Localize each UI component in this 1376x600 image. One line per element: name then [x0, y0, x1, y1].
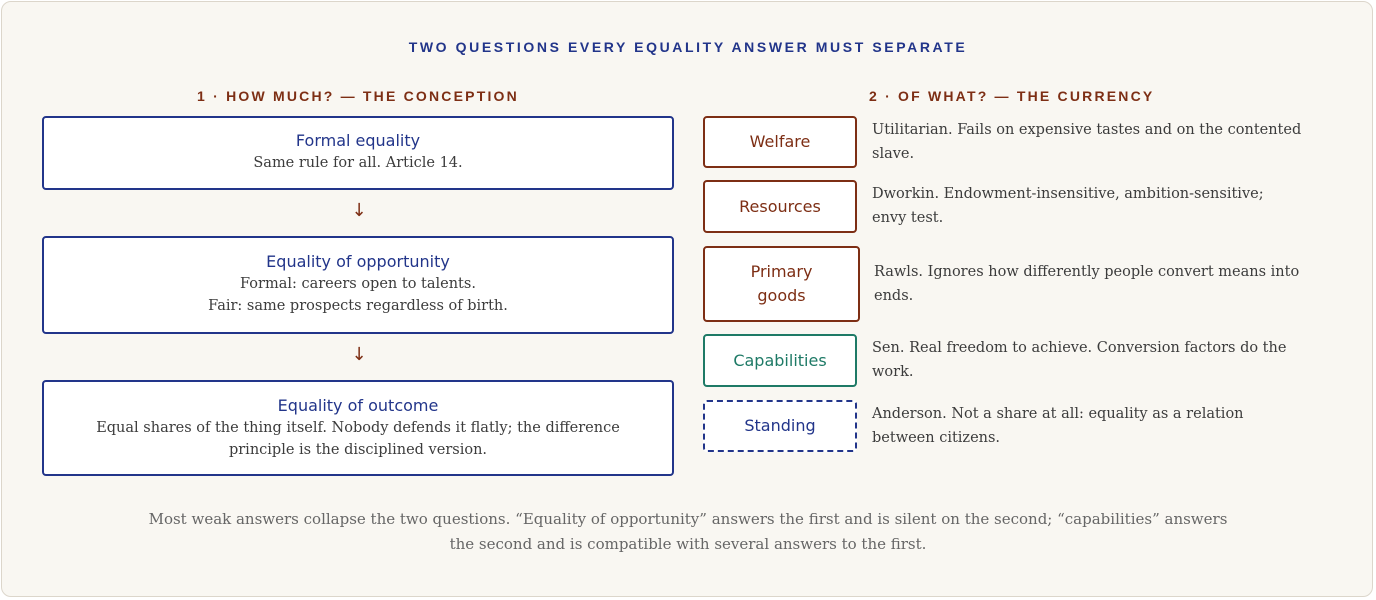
conception-heading: 1 · HOW MUCH? — THE CONCEPTION — [197, 88, 519, 104]
capabilities-description: Sen. Real freedom to achieve. Conversion… — [872, 336, 1352, 384]
formal-equality-box: Formal equality Same rule for all. Artic… — [42, 116, 674, 190]
footer-note-line-2: the second and is compatible with severa… — [449, 535, 927, 553]
primary-goods-label-line-1: Primary — [750, 262, 813, 281]
equality-of-opportunity-title: Equality of opportunity — [266, 252, 450, 271]
capabilities-description-line-1: Sen. Real freedom to achieve. Conversion… — [872, 340, 1287, 356]
capabilities-label: Capabilities — [703, 334, 857, 387]
welfare-description-line-1: Utilitarian. Fails on expensive tastes a… — [872, 122, 1302, 138]
primary-goods-description-line-2: ends. — [874, 288, 914, 304]
resources-label-text: Resources — [739, 196, 821, 216]
resources-label: Resources — [703, 180, 857, 233]
resources-description: Dworkin. Endowment-insensitive, ambition… — [872, 182, 1352, 230]
capabilities-description-line-2: work. — [872, 364, 914, 380]
equality-of-outcome-title: Equality of outcome — [277, 396, 439, 415]
equality-of-outcome-box: Equality of outcome Equal shares of the … — [42, 380, 674, 476]
equality-of-opportunity-box: Equality of opportunity Formal: careers … — [42, 236, 674, 334]
standing-description-line-1: Anderson. Not a share at all: equality a… — [872, 406, 1244, 422]
standing-label-text: Standing — [744, 416, 816, 435]
capabilities-label-text: Capabilities — [733, 350, 827, 370]
equality-of-opportunity-line-1: Formal: careers open to talents. — [240, 276, 476, 292]
down-arrow-icon: ↓ — [351, 344, 367, 365]
welfare-description-line-2: slave. — [872, 146, 915, 162]
primary-goods-label-line-2: goods — [757, 286, 806, 305]
footer-note: Most weak answers collapse the two quest… — [80, 507, 1296, 557]
resources-description-line-2: envy test. — [872, 210, 944, 226]
equality-of-opportunity-line-2: Fair: same prospects regardless of birth… — [208, 298, 508, 314]
formal-equality-line: Same rule for all. Article 14. — [253, 155, 463, 171]
currency-heading: 2 · OF WHAT? — THE CURRENCY — [869, 88, 1155, 104]
diagram-title: TWO QUESTIONS EVERY EQUALITY ANSWER MUST… — [408, 39, 968, 55]
resources-description-line-1: Dworkin. Endowment-insensitive, ambition… — [872, 186, 1264, 202]
equality-of-outcome-line-2: principle is the disciplined version. — [228, 442, 488, 458]
welfare-description: Utilitarian. Fails on expensive tastes a… — [872, 118, 1352, 166]
standing-description: Anderson. Not a share at all: equality a… — [872, 402, 1352, 450]
equality-of-outcome-line-1: Equal shares of the thing itself. Nobody… — [96, 420, 620, 436]
formal-equality-title: Formal equality — [295, 131, 421, 150]
down-arrow-icon: ↓ — [351, 200, 367, 221]
standing-description-line-2: between citizens. — [872, 430, 1001, 446]
footer-note-line-1: Most weak answers collapse the two quest… — [148, 510, 1228, 528]
primary-goods-description: Rawls. Ignores how differently people co… — [874, 260, 1354, 308]
standing-label: Standing — [703, 400, 857, 452]
welfare-label: Welfare — [703, 116, 857, 168]
primary-goods-description-line-1: Rawls. Ignores how differently people co… — [874, 264, 1300, 280]
primary-goods-label: Primary goods — [703, 246, 860, 322]
welfare-label-text: Welfare — [749, 132, 811, 151]
